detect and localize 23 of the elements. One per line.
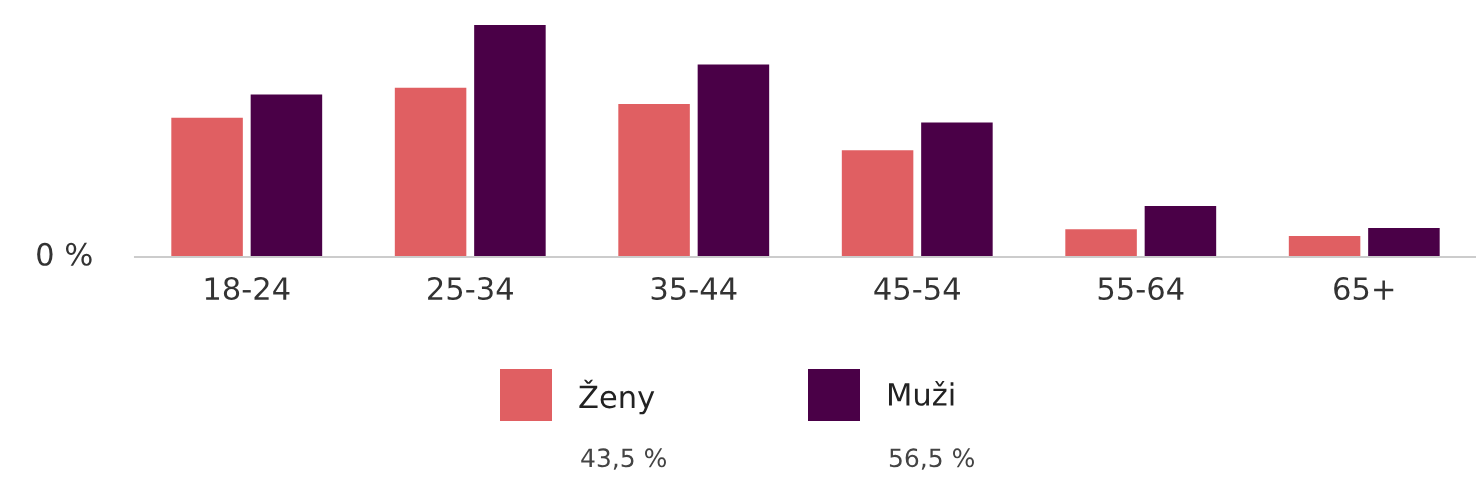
bar	[921, 122, 993, 257]
x-tick-label: 45-54	[874, 277, 960, 301]
legend-label: Muži	[889, 380, 954, 406]
x-tick-label: 55-64	[1098, 276, 1184, 301]
legend-label: Ženy	[579, 379, 655, 415]
bar	[474, 25, 546, 257]
bar	[697, 64, 770, 257]
text: 43,5 %	[581, 448, 666, 470]
bar	[1065, 229, 1137, 257]
bar	[394, 87, 467, 257]
bar	[841, 150, 914, 257]
x-tick-label: 25-34	[428, 276, 513, 301]
text: 56,5 %	[889, 448, 974, 470]
bar	[1368, 228, 1440, 257]
bar	[171, 117, 243, 257]
bar	[250, 94, 323, 257]
bar	[618, 103, 690, 257]
text: 0 %	[37, 242, 92, 266]
x-tick-label: 35-44	[651, 276, 737, 301]
x-tick-label: 65+	[1334, 276, 1394, 301]
bar	[1288, 236, 1361, 257]
bar	[1144, 205, 1217, 257]
x-tick-label: 18-24	[205, 276, 290, 301]
